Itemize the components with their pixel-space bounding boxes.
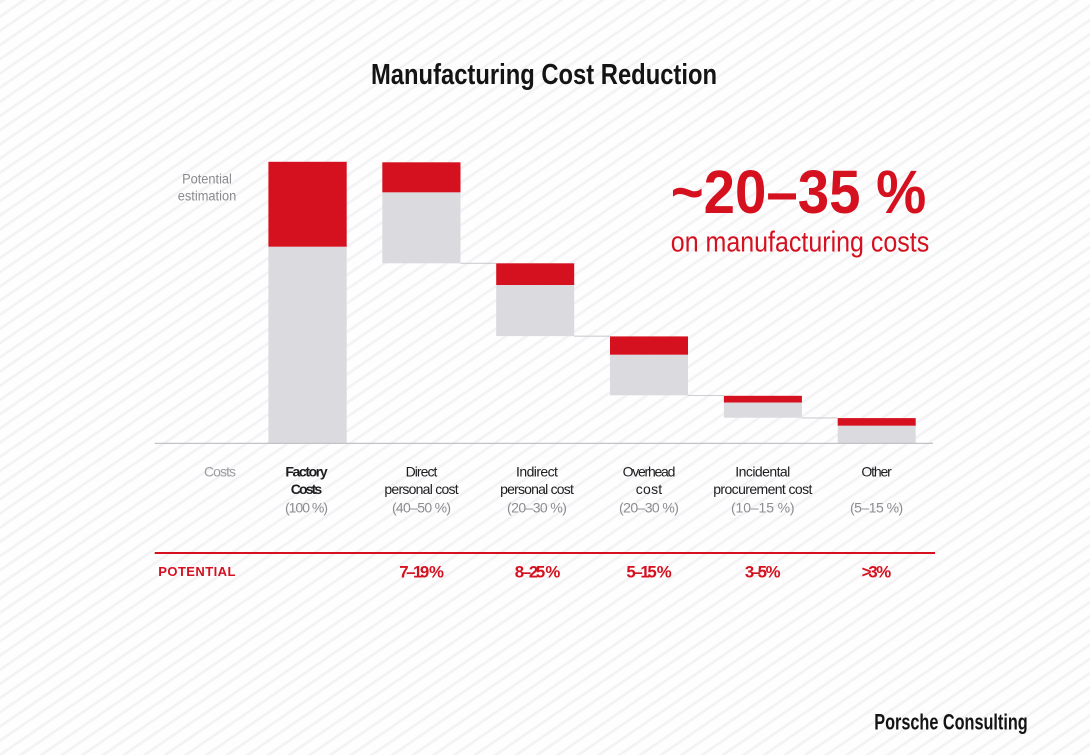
- svg-text:3–5 %: 3–5 %: [745, 562, 781, 581]
- svg-text:5–15 %: 5–15 %: [626, 562, 671, 581]
- svg-text:Other: Other: [861, 463, 892, 479]
- svg-text:estimation: estimation: [178, 189, 237, 204]
- svg-text:Potential: Potential: [182, 171, 232, 186]
- svg-text:8–25 %: 8–25 %: [515, 562, 561, 581]
- svg-text:(40–50 %): (40–50 %): [392, 500, 451, 516]
- svg-text:~20–35 %: ~20–35 %: [671, 158, 927, 226]
- svg-text:Manufacturing Cost Reduction: Manufacturing Cost Reduction: [371, 59, 717, 91]
- svg-text:Direct: Direct: [406, 463, 438, 479]
- svg-text:POTENTIAL: POTENTIAL: [158, 564, 235, 579]
- svg-text:Costs: Costs: [291, 481, 323, 497]
- svg-text:Porsche Consulting: Porsche Consulting: [874, 710, 1027, 735]
- svg-text:Incidental: Incidental: [735, 463, 790, 479]
- svg-text:(20–30 %): (20–30 %): [619, 500, 679, 516]
- svg-text:Factory: Factory: [285, 463, 328, 479]
- svg-text:on manufacturing costs: on manufacturing costs: [671, 225, 929, 257]
- svg-text:Indirect: Indirect: [516, 463, 558, 479]
- svg-text:(10–15 %): (10–15 %): [731, 500, 795, 516]
- svg-text:>3 %: >3 %: [862, 562, 892, 581]
- svg-text:(20–30 %): (20–30 %): [507, 500, 567, 516]
- svg-text:Costs: Costs: [204, 463, 236, 479]
- svg-text:Overhead: Overhead: [623, 463, 676, 479]
- svg-text:personal cost: personal cost: [500, 481, 574, 497]
- svg-text:(100 %): (100 %): [285, 500, 328, 516]
- svg-text:procurement cost: procurement cost: [713, 481, 812, 497]
- svg-text:personal cost: personal cost: [384, 481, 458, 497]
- svg-text:7–19 %: 7–19 %: [399, 562, 444, 581]
- svg-text:(5–15 %): (5–15 %): [850, 500, 903, 516]
- svg-text:cost: cost: [636, 481, 663, 497]
